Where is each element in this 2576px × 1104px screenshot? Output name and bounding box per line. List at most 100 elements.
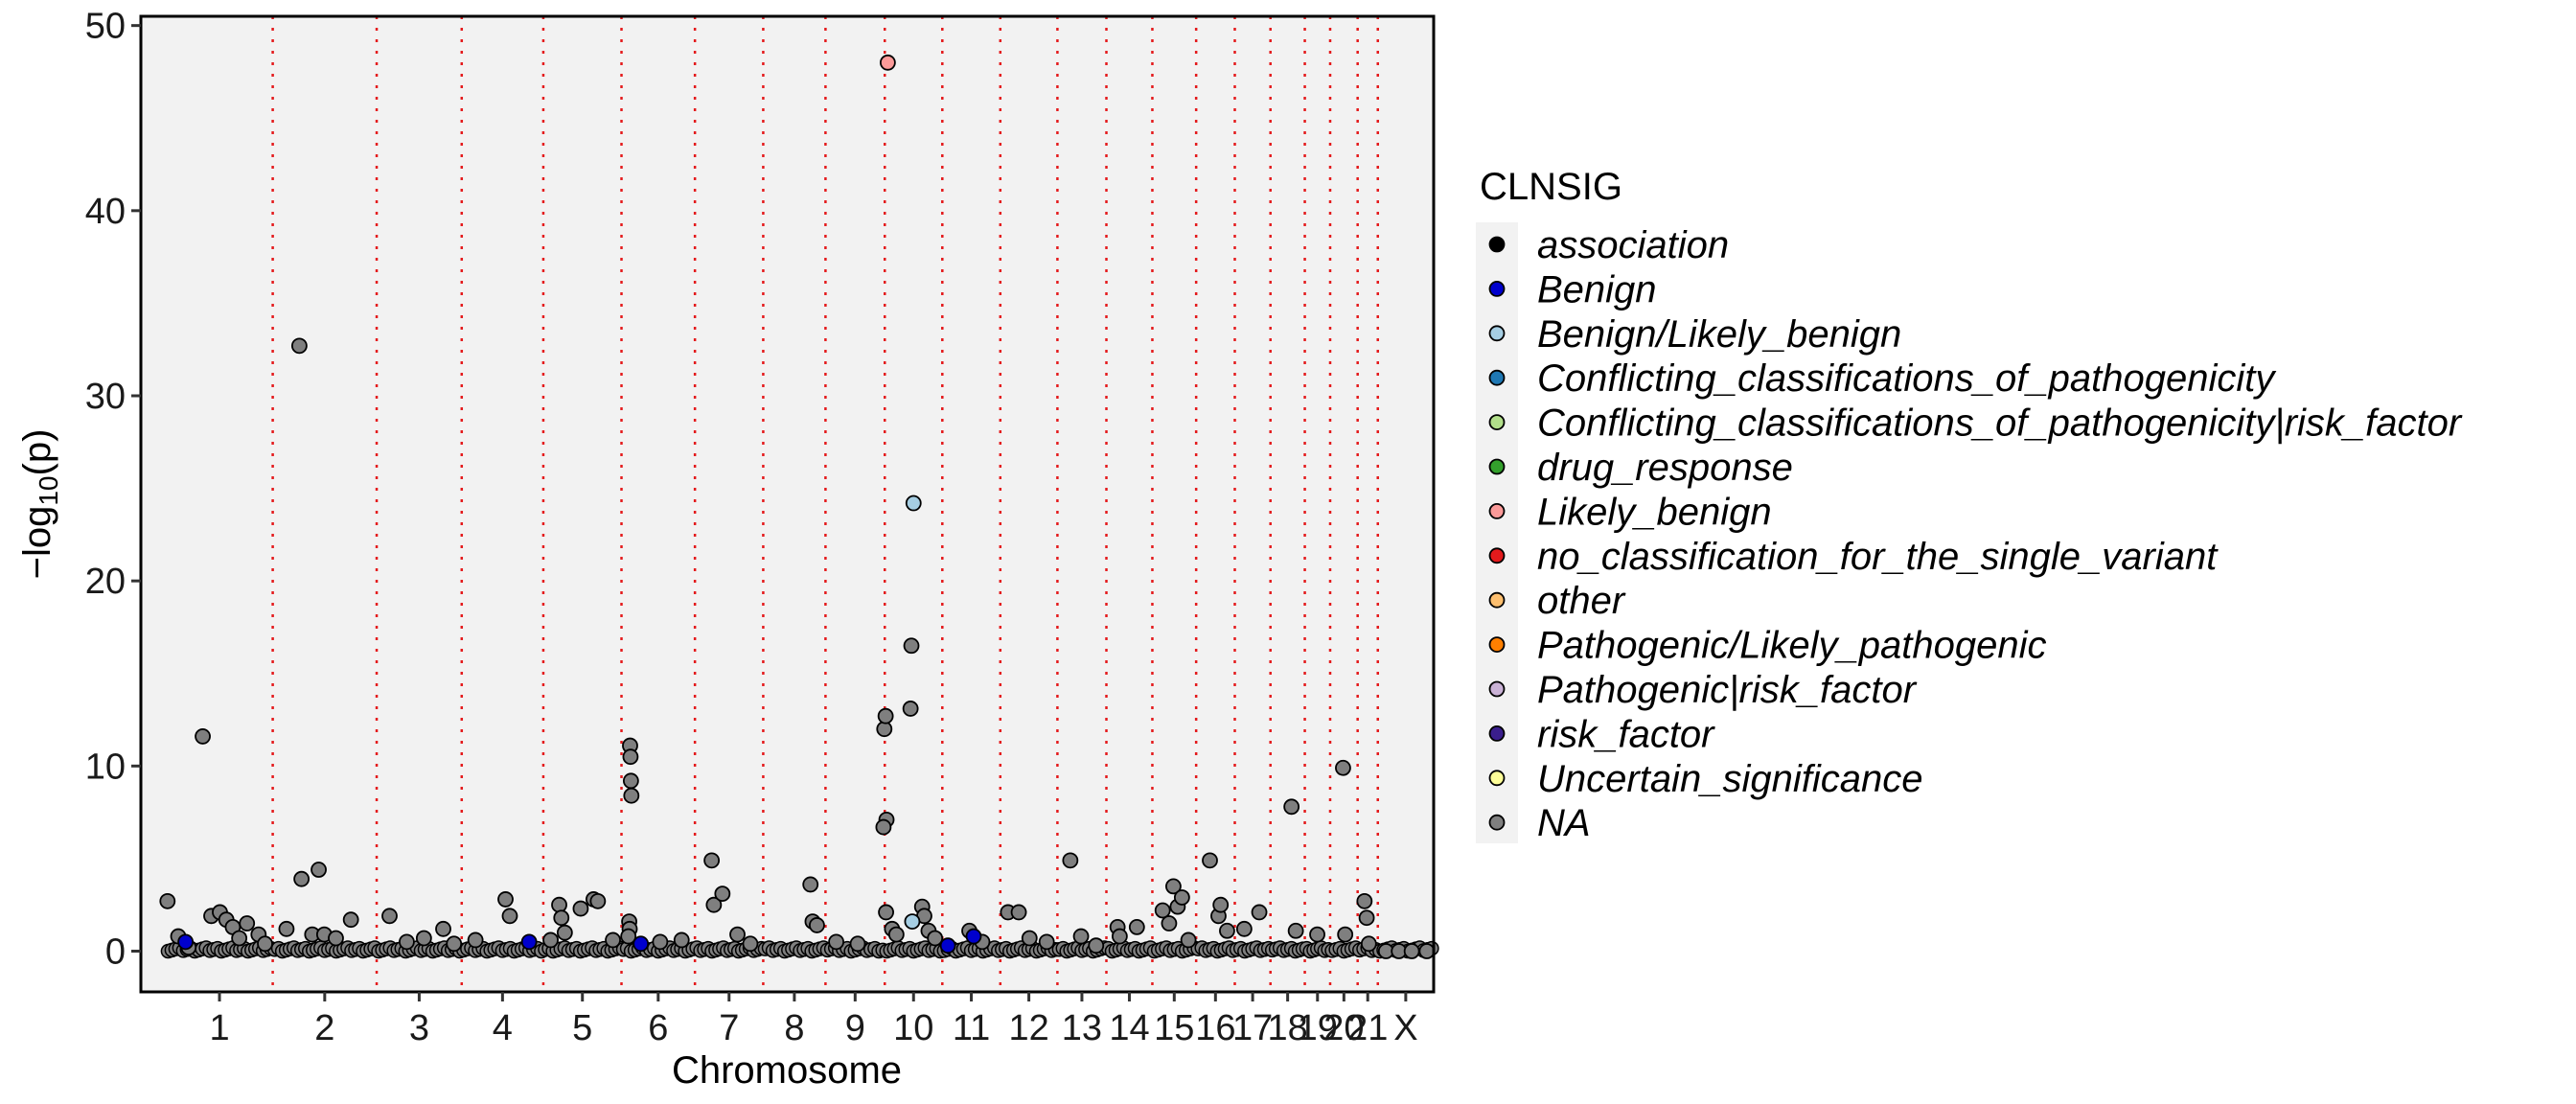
data-point: [542, 932, 559, 949]
data-point: [1161, 915, 1178, 932]
data-point: [965, 928, 982, 945]
data-point: [1418, 943, 1436, 959]
legend-title: CLNSIG: [1480, 166, 1622, 208]
data-point: [703, 852, 721, 869]
data-point: [742, 935, 759, 953]
data-point: [1202, 852, 1218, 869]
plot-panel-background: [141, 16, 1434, 992]
legend-label-likely-benign: Likely_benign: [1537, 491, 1772, 533]
y-tick-label-10: 10: [85, 747, 126, 787]
legend-key-uncertain-significance: [1488, 770, 1506, 787]
data-point: [620, 928, 637, 945]
legend-label-association: association: [1537, 224, 1729, 266]
legend-key-conflicting-classifications-of-pathogenicity: [1488, 369, 1506, 386]
legend-label-benign-likely-benign: Benign/Likely_benign: [1537, 313, 1901, 356]
legend-key-pathogenic-likely-pathogenic: [1488, 636, 1506, 653]
legend-label-pathogenic-likely-pathogenic: Pathogenic/Likely_pathogenic: [1537, 625, 2047, 667]
x-tick-label-15: 15: [1154, 1008, 1194, 1048]
data-point: [939, 937, 956, 954]
data-points: [159, 54, 1436, 959]
legend-label-uncertain-significance: Uncertain_significance: [1537, 758, 1922, 800]
data-point: [904, 913, 921, 930]
x-tick-label-8: 8: [784, 1008, 804, 1048]
data-point: [622, 772, 639, 790]
data-point: [231, 930, 248, 947]
x-tick-label-7: 7: [719, 1008, 739, 1048]
data-point: [1062, 852, 1079, 869]
data-point: [729, 926, 746, 943]
x-tick-label-21: 21: [1347, 1008, 1388, 1048]
x-tick-label-X: X: [1393, 1008, 1417, 1048]
data-point: [905, 494, 922, 512]
data-point: [1165, 878, 1182, 895]
x-tick-label-17: 17: [1232, 1008, 1273, 1048]
data-point: [553, 909, 570, 927]
x-tick-label-14: 14: [1109, 1008, 1149, 1048]
data-point: [887, 926, 905, 943]
data-point: [551, 896, 567, 913]
y-axis-title: −log10(p): [16, 429, 63, 580]
legend-label-risk-factor: risk_factor: [1537, 713, 1715, 755]
data-point: [1403, 943, 1420, 959]
data-point: [1219, 922, 1235, 939]
y-tick-label-0: 0: [105, 932, 126, 973]
data-point: [605, 932, 621, 949]
data-point: [1111, 928, 1128, 945]
data-point: [849, 935, 866, 953]
data-point: [328, 930, 344, 947]
legend: associationBenignBenign/Likely_benignCon…: [1488, 224, 2463, 844]
legend-key-drug-response: [1488, 458, 1506, 475]
data-point: [622, 748, 639, 766]
data-point: [1173, 889, 1190, 906]
x-tick-label-10: 10: [893, 1008, 933, 1048]
data-point: [1283, 798, 1300, 816]
data-point: [1358, 909, 1375, 927]
legend-key-benign-likely-benign: [1488, 325, 1506, 342]
data-point: [310, 862, 327, 878]
x-tick-label-4: 4: [493, 1008, 513, 1048]
legend-key-no-classification-for-the-single-variant: [1488, 547, 1506, 564]
data-point: [802, 876, 819, 893]
data-point: [342, 911, 359, 929]
data-point: [632, 935, 650, 953]
legend-key-benign: [1488, 280, 1506, 297]
x-axis-title: Chromosome: [672, 1049, 902, 1092]
legend-key-pathogenic-risk-factor: [1488, 680, 1506, 698]
data-point: [239, 915, 256, 932]
data-point: [1072, 928, 1090, 945]
legend-label-na: NA: [1537, 802, 1591, 844]
data-point: [399, 933, 415, 951]
data-point: [1335, 759, 1351, 776]
data-point: [1287, 922, 1304, 939]
legend-label-conflicting-classifications-of-pathogenicity: Conflicting_classifications_of_pathogeni…: [1537, 357, 2277, 400]
data-point: [520, 933, 538, 951]
legend-key-association: [1488, 236, 1506, 253]
x-tick-label-20: 20: [1323, 1008, 1364, 1048]
x-tick-label-11: 11: [953, 1008, 990, 1048]
data-point: [435, 920, 451, 937]
data-point: [589, 892, 607, 909]
legend-label-no-classification-for-the-single-variant: no_classification_for_the_single_variant: [1537, 536, 2219, 578]
data-point: [1010, 904, 1027, 921]
legend-key-conflicting-classifications-of-pathogenicity-risk-factor: [1488, 414, 1506, 431]
x-tick-label-9: 9: [845, 1008, 865, 1048]
x-tick-label-12: 12: [1008, 1008, 1048, 1048]
x-tick-label-16: 16: [1195, 1008, 1235, 1048]
x-tick-label-18: 18: [1267, 1008, 1307, 1048]
data-point: [1212, 896, 1230, 913]
data-point: [177, 933, 195, 951]
data-point: [1251, 904, 1268, 921]
plot-panel-border: [139, 14, 1436, 994]
data-point: [278, 920, 295, 937]
legend-label-conflicting-classifications-of-pathogenicity-risk-factor: Conflicting_classifications_of_pathogeni…: [1537, 402, 2463, 445]
legend-label-pathogenic-risk-factor: Pathogenic|risk_factor: [1537, 669, 1918, 711]
data-point: [501, 908, 518, 925]
data-point: [1021, 930, 1038, 947]
data-point: [1235, 920, 1253, 937]
data-point: [1180, 932, 1197, 949]
x-tick-label-1: 1: [209, 1008, 229, 1048]
x-tick-label-6: 6: [648, 1008, 668, 1048]
data-point: [257, 935, 273, 953]
